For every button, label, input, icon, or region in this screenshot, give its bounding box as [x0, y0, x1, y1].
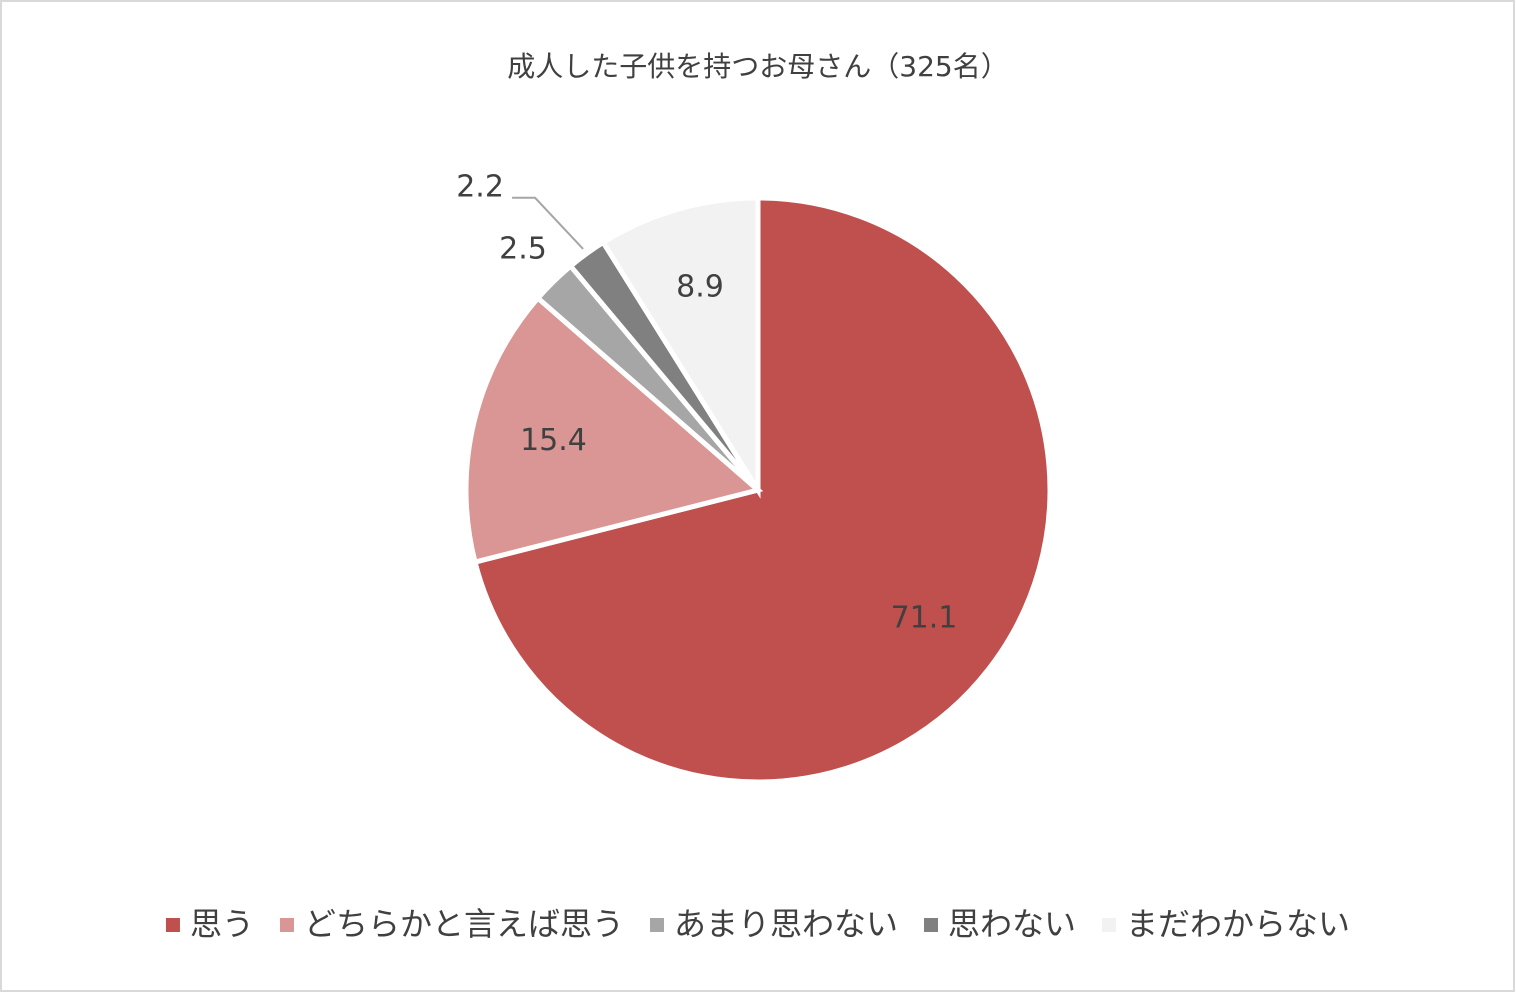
chart-title: 成人した子供を持つお母さん（325名） — [507, 50, 1008, 83]
legend-swatch — [924, 918, 939, 932]
data-label: 15.4 — [520, 423, 587, 458]
pie-slice — [471, 195, 1053, 785]
leader-line — [512, 196, 584, 250]
data-label: 2.5 — [499, 232, 547, 267]
legend-swatch — [1102, 918, 1117, 932]
legend-swatch — [279, 918, 294, 932]
pie-slice — [463, 294, 764, 566]
legend-swatch — [649, 918, 664, 932]
legend-label: どちらかと言えば思う — [304, 905, 624, 943]
legend-label: あまり思わない — [674, 905, 898, 943]
legend-label: 思う — [190, 905, 254, 943]
legend-label: まだわからない — [1126, 905, 1350, 943]
legend-label: 思わない — [948, 905, 1076, 943]
data-label: 2.2 — [456, 169, 504, 204]
legend-swatch — [165, 918, 180, 932]
data-label: 71.1 — [891, 601, 958, 636]
pie-slice — [599, 195, 761, 499]
data-label: 8.9 — [676, 269, 724, 304]
